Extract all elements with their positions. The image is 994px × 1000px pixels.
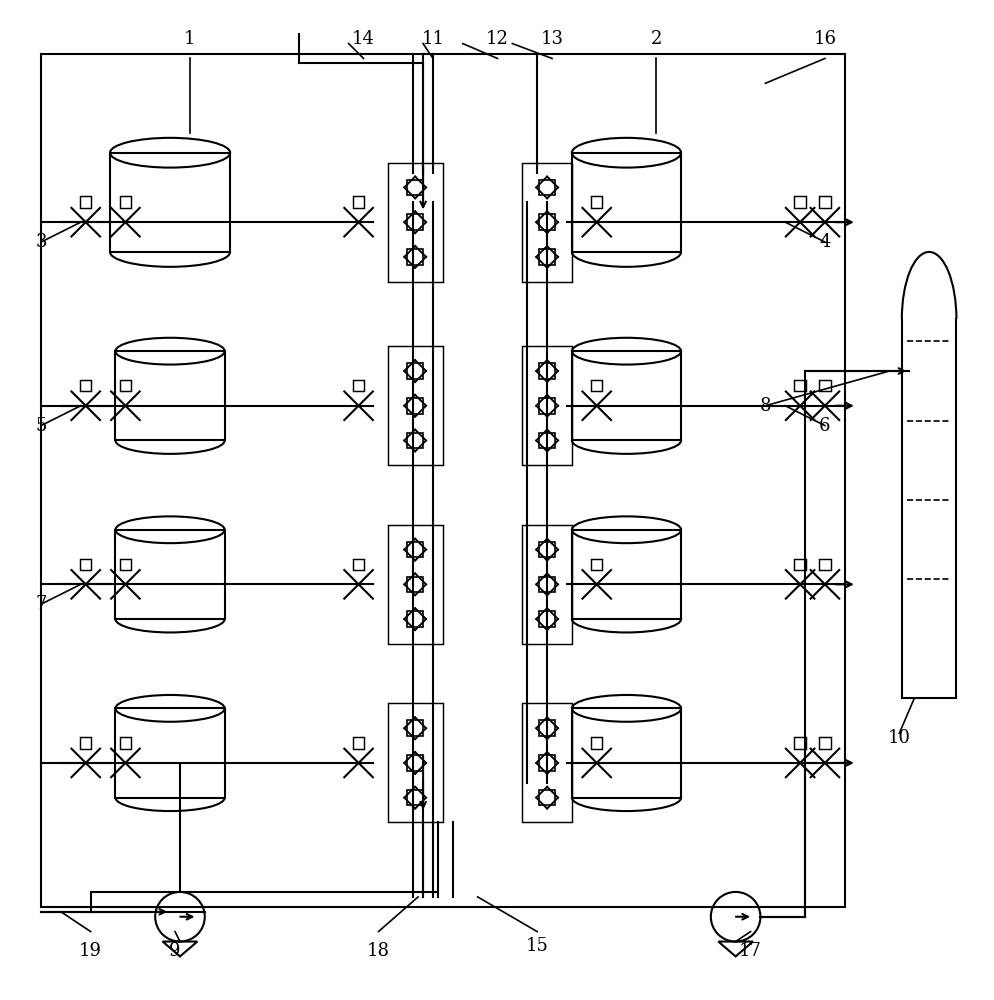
Text: 5: 5: [36, 417, 47, 435]
Text: 4: 4: [818, 233, 830, 251]
Text: 2: 2: [650, 30, 661, 48]
Text: 7: 7: [36, 595, 47, 613]
Text: 17: 17: [739, 942, 761, 960]
Text: 8: 8: [758, 397, 770, 415]
Text: 15: 15: [525, 937, 548, 955]
Text: 13: 13: [540, 30, 563, 48]
Text: 16: 16: [813, 30, 836, 48]
Text: 9: 9: [169, 942, 181, 960]
Text: 10: 10: [887, 729, 910, 747]
Text: 12: 12: [486, 30, 508, 48]
Text: 1: 1: [184, 30, 196, 48]
Text: 18: 18: [367, 942, 390, 960]
Text: 19: 19: [80, 942, 102, 960]
Text: 11: 11: [421, 30, 444, 48]
Text: 14: 14: [352, 30, 375, 48]
Text: 6: 6: [818, 417, 830, 435]
Text: 3: 3: [36, 233, 47, 251]
